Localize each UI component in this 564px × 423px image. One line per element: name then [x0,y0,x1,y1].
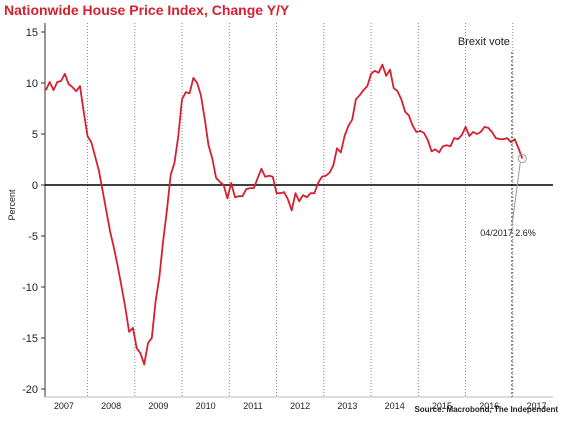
year-dividers [87,23,514,397]
y-tick-label: 15 [26,27,38,39]
series-group [45,63,524,366]
y-tick-label: -20 [22,384,38,396]
plot-area [44,23,553,398]
x-tick-label: 2013 [337,401,357,411]
x-tick-label: 2008 [101,401,121,411]
x-tick-label: 2009 [148,401,168,411]
chart-source: Source: Macrobond, The Independent [414,405,558,414]
y-tick-label: -15 [22,333,38,345]
y-tick-label: -5 [28,231,38,243]
x-axis-ticks: 2007 2008 2009 2010 2011 2012 2013 2014 2015 2016… [54,401,547,411]
y-axis-ticks: 15 10 5 0 -5 -10 -15 -20 [22,27,45,396]
series-line [45,63,524,366]
y-tick-label: 0 [32,180,38,192]
chart-title: Nationwide House Price Index, Change Y/Y [4,2,290,18]
callout-label: 04/2017 2.6% [480,228,536,238]
x-tick-label: 2016 [479,401,499,411]
x-tick-label: 2014 [385,401,405,411]
latest-value-callout: 04/2017 2.6% [480,153,536,238]
x-tick-label: 2015 [432,401,452,411]
brexit-vote-marker: Brexit vote [458,36,513,397]
latest-point-marker [517,153,527,163]
x-tick-label: 2017 [526,401,546,411]
y-tick-label: 5 [32,129,38,141]
y-tick-label: 10 [26,78,38,90]
y-axis-label: Percent [7,189,17,221]
callout-leader [511,162,521,226]
x-tick-label: 2007 [54,401,74,411]
y-tick-label: -10 [22,282,38,294]
x-tick-label: 2011 [243,401,262,411]
x-tick-label: 2012 [290,401,310,411]
brexit-vote-label: Brexit vote [458,36,510,48]
x-tick-label: 2010 [196,401,216,411]
